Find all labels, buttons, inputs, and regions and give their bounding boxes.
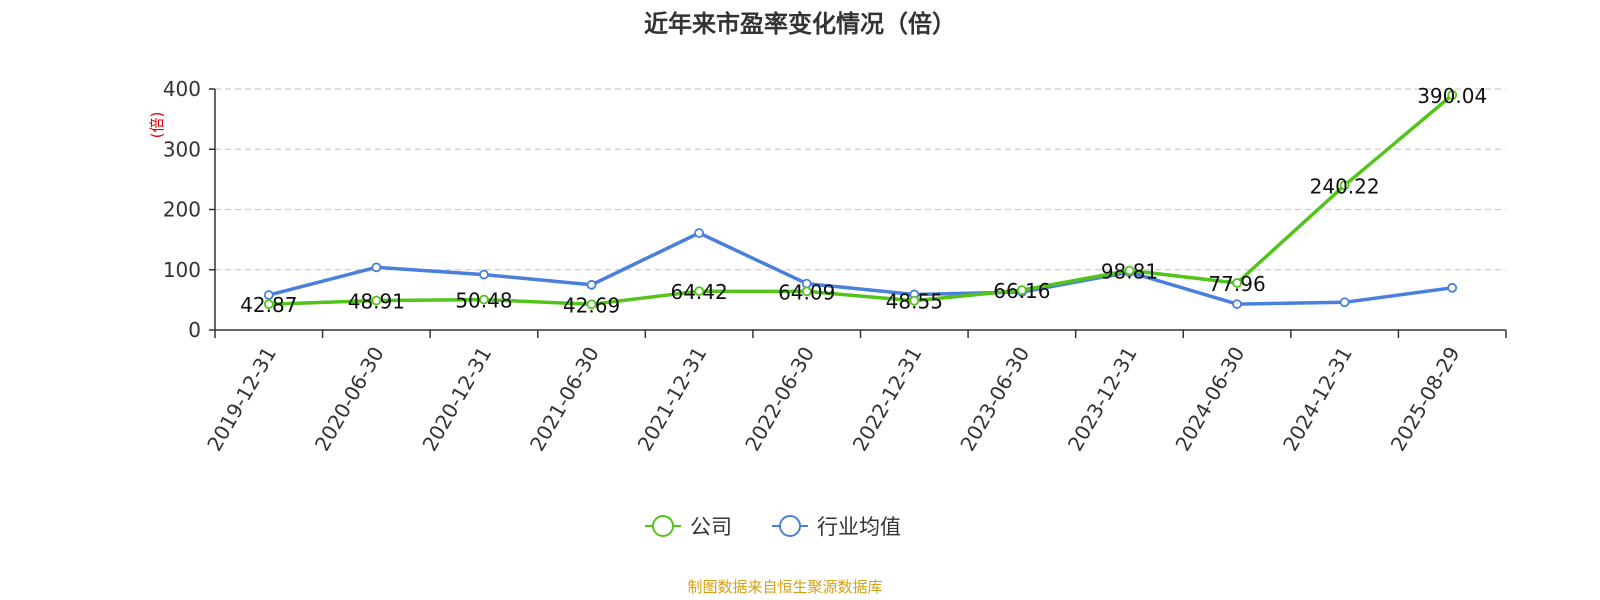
data-label: 240.22 — [1310, 174, 1380, 198]
data-point[interactable] — [371, 262, 382, 273]
data-label: 64.42 — [670, 280, 727, 304]
y-tick-label: 100 — [163, 258, 201, 282]
data-label: 98.81 — [1101, 259, 1158, 283]
data-point[interactable] — [1232, 278, 1242, 288]
data-labels: 42.87 48.91 50.48 42.69 64.42 64.09 48.55 66.16… — [240, 84, 1487, 317]
x-tick-label: 2020-12-31 — [417, 343, 496, 456]
series-lines — [263, 90, 1458, 310]
data-point[interactable] — [1016, 285, 1027, 296]
y-tick-label: 300 — [163, 137, 201, 161]
data-point[interactable] — [263, 290, 274, 300]
data-point[interactable] — [1447, 90, 1458, 100]
chart-title: 近年来市盈率变化情况（倍） — [644, 10, 956, 38]
data-label: 48.91 — [348, 290, 405, 314]
x-tick-label: 2019-12-31 — [202, 343, 281, 456]
x-tick-label: 2022-12-31 — [848, 343, 927, 456]
series-line — [267, 93, 1454, 307]
data-label: 50.48 — [455, 289, 512, 313]
x-tick-label: 2023-06-30 — [955, 343, 1034, 456]
data-point[interactable] — [694, 228, 705, 238]
axes: 0 100 200 300 400 2019-12-31 2020-06-30 2020-12… — [163, 77, 1507, 456]
x-tick-label: 2021-12-31 — [633, 343, 712, 456]
legend-label[interactable]: 行业均值 — [817, 515, 901, 539]
legend-marker — [779, 515, 801, 537]
data-point[interactable] — [586, 279, 597, 290]
legend-label[interactable]: 公司 — [690, 515, 732, 539]
legend[interactable]: 公司 行业均值 — [645, 515, 901, 539]
data-point[interactable] — [263, 299, 274, 310]
y-tick-label: 200 — [163, 198, 201, 222]
data-point[interactable] — [1447, 282, 1458, 293]
data-label: 48.55 — [886, 290, 943, 314]
y-tick-label: 0 — [188, 318, 201, 342]
data-label: 42.87 — [240, 293, 297, 317]
x-tick-label: 2025-08-29 — [1386, 343, 1465, 456]
x-tick-label: 2021-06-30 — [525, 343, 604, 456]
data-point[interactable] — [1232, 299, 1242, 309]
data-point[interactable] — [479, 294, 489, 305]
legend-marker — [652, 515, 674, 537]
y-axis-unit-label: (倍) — [148, 112, 166, 139]
grid-lines — [215, 88, 1506, 271]
data-point[interactable] — [586, 299, 597, 310]
data-point[interactable] — [1124, 265, 1135, 276]
data-point[interactable] — [801, 286, 812, 297]
data-label: 64.09 — [778, 280, 835, 304]
data-label: 66.16 — [993, 279, 1050, 303]
data-point[interactable] — [371, 295, 382, 306]
data-label: 42.69 — [563, 293, 620, 317]
data-label: 77.96 — [1208, 272, 1265, 296]
x-tick-label: 2024-06-30 — [1170, 343, 1249, 456]
x-tick-label: 2020-06-30 — [310, 343, 389, 456]
y-tick-label: 400 — [163, 77, 201, 101]
data-point[interactable] — [694, 286, 705, 297]
x-tick-label: 2023-12-31 — [1063, 343, 1142, 456]
data-point[interactable] — [1339, 297, 1350, 308]
data-label: 390.04 — [1417, 84, 1487, 108]
data-point[interactable] — [909, 295, 920, 306]
source-note: 制图数据来自恒生聚源数据库 — [687, 578, 882, 596]
data-point[interactable] — [1339, 180, 1350, 191]
data-point[interactable] — [479, 269, 489, 280]
series-line — [267, 231, 1454, 306]
x-tick-label: 2024-12-31 — [1278, 343, 1357, 456]
x-tick-label: 2022-06-30 — [740, 343, 819, 456]
